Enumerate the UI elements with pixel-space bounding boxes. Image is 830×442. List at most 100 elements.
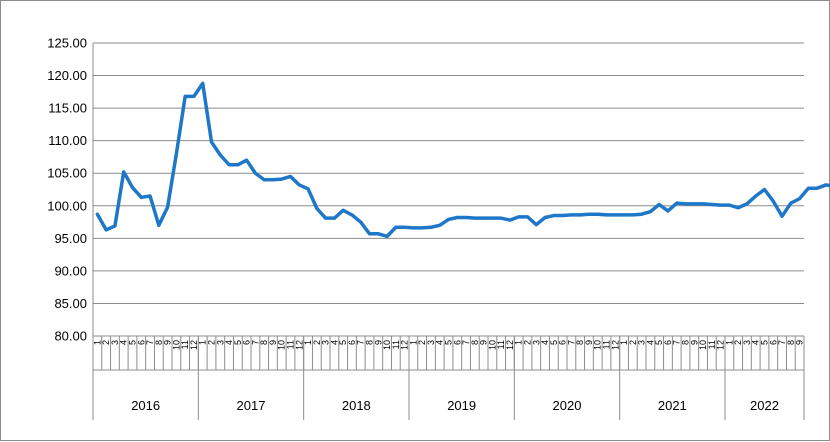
data-point	[403, 226, 406, 229]
data-point	[657, 203, 661, 206]
data-point	[175, 152, 178, 155]
data-point	[517, 215, 520, 219]
y-tick-label: 80.00	[54, 329, 87, 344]
month-tick-label: 10	[487, 340, 497, 350]
month-tick-label: 7	[566, 340, 576, 345]
year-label: 2020	[553, 398, 582, 413]
data-point	[113, 224, 117, 228]
data-point	[772, 200, 775, 203]
data-point	[131, 186, 134, 189]
y-tick-label: 90.00	[54, 263, 87, 278]
data-point	[245, 159, 248, 162]
data-point	[359, 220, 362, 224]
month-tick-label: 4	[119, 340, 129, 345]
month-tick-label: 1	[92, 340, 102, 345]
data-point	[561, 214, 564, 217]
data-point	[578, 213, 582, 217]
data-point	[526, 215, 529, 219]
data-point	[350, 213, 354, 217]
year-label: 2016	[131, 398, 160, 413]
data-point	[798, 197, 801, 200]
month-tick-label: 1	[408, 340, 418, 345]
month-tick-label: 8	[786, 340, 796, 345]
data-point	[412, 226, 415, 230]
month-tick-label: 3	[321, 340, 331, 345]
y-tick-label: 110.00	[48, 133, 87, 148]
month-tick-label: 3	[110, 340, 120, 345]
y-tick-label: 100.00	[47, 198, 87, 213]
month-tick-label: 3	[531, 340, 541, 345]
data-point	[438, 224, 441, 227]
month-tick-label: 9	[268, 340, 278, 345]
data-point	[368, 232, 371, 235]
year-label: 2018	[342, 398, 371, 413]
data-point	[684, 202, 687, 206]
data-point	[482, 216, 485, 220]
month-tick-label: 7	[250, 340, 260, 345]
month-tick-label: 7	[356, 340, 366, 345]
data-point	[201, 82, 204, 85]
month-tick-label: 5	[654, 340, 664, 345]
month-tick-label: 1	[198, 340, 208, 345]
month-tick-label: 10	[698, 340, 708, 350]
data-point	[254, 172, 257, 175]
data-point	[104, 228, 108, 232]
y-tick-label: 115.00	[48, 101, 87, 116]
month-tick-label: 5	[233, 340, 243, 345]
data-point	[535, 223, 538, 226]
month-tick-label: 8	[154, 340, 164, 345]
month-tick-label: 2	[523, 340, 533, 345]
data-point	[622, 213, 626, 217]
data-point	[491, 216, 494, 220]
month-tick-label: 3	[426, 340, 436, 345]
data-point	[236, 163, 240, 166]
data-point	[666, 209, 670, 213]
month-tick-label: 12	[505, 340, 515, 350]
data-point	[587, 213, 591, 216]
month-tick-label: 12	[400, 340, 410, 350]
month-tick-label: 6	[663, 340, 673, 345]
data-point	[447, 218, 450, 221]
data-point	[306, 187, 310, 191]
data-point	[341, 209, 345, 212]
data-point	[701, 202, 705, 206]
month-tick-label: 9	[373, 340, 383, 345]
month-tick-label: 2	[628, 340, 638, 345]
month-tick-label: 11	[391, 340, 401, 349]
month-tick-label: 8	[681, 340, 691, 345]
month-tick-label: 2	[417, 340, 427, 345]
month-tick-label: 4	[224, 340, 234, 345]
month-tick-label: 11	[707, 340, 717, 349]
month-tick-label: 3	[742, 340, 752, 345]
month-tick-label: 10	[382, 340, 392, 350]
month-tick-label: 9	[479, 340, 489, 345]
year-label: 2021	[658, 398, 687, 413]
month-tick-label: 4	[329, 340, 339, 345]
series-line	[95, 81, 830, 239]
year-label: 2022	[750, 398, 779, 413]
y-tick-label: 85.00	[54, 296, 87, 311]
month-tick-label: 9	[689, 340, 699, 345]
month-tick-label: 8	[259, 340, 269, 345]
data-point	[640, 213, 643, 216]
data-point	[736, 206, 740, 209]
data-point	[807, 186, 810, 190]
month-tick-label: 7	[461, 340, 471, 345]
data-point	[631, 213, 635, 217]
data-point	[140, 196, 143, 199]
data-point	[271, 178, 275, 181]
data-point	[789, 201, 793, 205]
data-point	[508, 218, 512, 222]
month-tick-label: 2	[733, 340, 743, 345]
data-point	[122, 170, 125, 174]
data-point	[543, 216, 547, 219]
data-point	[763, 188, 766, 191]
month-tick-label: 8	[470, 340, 480, 345]
month-tick-label: 9	[163, 340, 173, 345]
data-point	[649, 210, 652, 213]
data-point	[499, 216, 503, 220]
data-point	[596, 213, 599, 216]
month-tick-label: 6	[136, 340, 146, 345]
month-tick-label: 6	[768, 340, 778, 345]
month-tick-label: 6	[347, 340, 357, 345]
